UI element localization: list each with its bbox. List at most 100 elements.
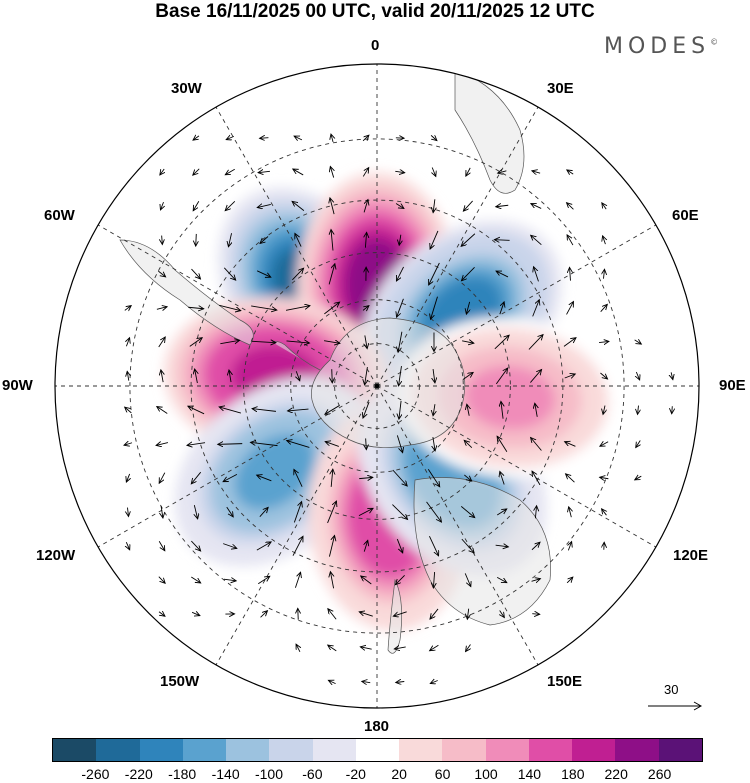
wind-vector [287, 441, 310, 448]
wind-vector [363, 200, 368, 213]
colorbar-swatch [182, 739, 227, 761]
wind-vector [466, 644, 471, 651]
wind-vector [496, 509, 507, 516]
wind-vector [361, 576, 372, 585]
wind-vector [636, 440, 641, 447]
colorbar-swatch [615, 739, 659, 761]
wind-vector [293, 502, 301, 523]
wind-vector [124, 306, 131, 311]
wind-vector [635, 476, 642, 480]
wind-vector [285, 306, 310, 311]
wind-vector [636, 371, 639, 380]
wind-vector [395, 203, 404, 208]
wind-vector [532, 300, 540, 317]
wind-vector [396, 266, 404, 281]
wind-vector [259, 507, 268, 517]
wind-vector [672, 406, 673, 413]
wind-vector [332, 369, 333, 383]
wind-vector [466, 301, 469, 314]
wind-vector [126, 338, 129, 347]
wind-vector [530, 369, 541, 383]
wind-vector [433, 199, 435, 212]
wind-vector [194, 505, 197, 519]
wind-vector [430, 644, 439, 650]
wind-vector [295, 233, 302, 247]
lon-label-30w: 30W [171, 80, 202, 97]
wind-vector [328, 680, 336, 683]
wind-vector [429, 262, 440, 285]
wind-vector [161, 505, 163, 518]
wind-vector [565, 442, 576, 447]
wind-vector [531, 437, 542, 451]
colorbar-swatch [269, 739, 313, 761]
wind-vector [399, 234, 401, 245]
colorbar-swatch [485, 739, 529, 761]
wind-vector [226, 136, 235, 139]
wind-vector [294, 572, 300, 588]
wind-vector [567, 170, 574, 174]
colorbar-tick-label: -20 [345, 766, 366, 782]
wind-vector [127, 507, 128, 517]
colorbar-swatch [139, 739, 183, 761]
colorbar-tick-label: -260 [81, 766, 110, 782]
wind-vector [531, 579, 541, 582]
wind-vector [223, 543, 237, 549]
lon-label-120e: 120E [673, 547, 709, 564]
wind-vector [359, 612, 373, 617]
wind-vector [126, 541, 129, 550]
wind-vector [191, 576, 200, 583]
wind-vector [325, 442, 339, 447]
wind-vector [430, 230, 439, 249]
wind-vector [296, 644, 300, 653]
wind-vector [187, 443, 206, 446]
pole-marker [374, 383, 380, 389]
wind-vector [191, 268, 200, 279]
wind-vector [634, 340, 642, 344]
wind-vector [498, 171, 507, 173]
wind-vector [392, 504, 407, 520]
meridian-line [97, 224, 378, 387]
wind-vector [260, 236, 269, 243]
wind-vector [330, 198, 335, 215]
wind-vector [362, 168, 368, 177]
lon-label-90w: 90W [2, 377, 33, 394]
lon-label-30e: 30E [547, 80, 574, 97]
wind-vector [494, 335, 509, 350]
colorbar-swatch [226, 739, 270, 761]
colorbar-tick-label: 220 [604, 766, 628, 782]
wind-vector [462, 341, 474, 343]
map-title: Base 16/11/2025 00 UTC, valid 20/11/2025… [155, 1, 595, 22]
wind-vector [426, 501, 442, 522]
wind-vector [257, 204, 271, 207]
wind-vector [535, 403, 537, 417]
meridian-line [376, 224, 657, 387]
meridian-line [97, 385, 378, 548]
wind-vector [396, 682, 405, 683]
meridian-line [376, 385, 657, 548]
wind-vector [195, 369, 198, 384]
wind-vector [495, 368, 507, 385]
wind-vector [427, 468, 439, 487]
colorbar-tick-label: -140 [211, 766, 240, 782]
wind-vector [125, 407, 132, 414]
wind-vector [193, 168, 200, 175]
wind-vector [466, 167, 470, 176]
wind-vector [330, 166, 333, 178]
wind-vector [535, 506, 536, 519]
wind-vector [328, 645, 337, 652]
wind-vector [532, 171, 541, 173]
wind-vector [395, 171, 404, 172]
latitude-circle [243, 252, 511, 520]
wind-vector [396, 435, 402, 452]
wind-vector [461, 233, 476, 247]
meridian-line [376, 106, 539, 387]
wind-vector [638, 405, 639, 415]
wind-vector [220, 340, 239, 343]
wind-vector [257, 576, 270, 585]
wind-vector [159, 472, 166, 484]
australia [413, 477, 551, 626]
wind-vector [292, 268, 303, 281]
wind-vector [218, 444, 243, 445]
colorbar-tick-label: 180 [561, 766, 585, 782]
wind-vector [568, 542, 571, 551]
